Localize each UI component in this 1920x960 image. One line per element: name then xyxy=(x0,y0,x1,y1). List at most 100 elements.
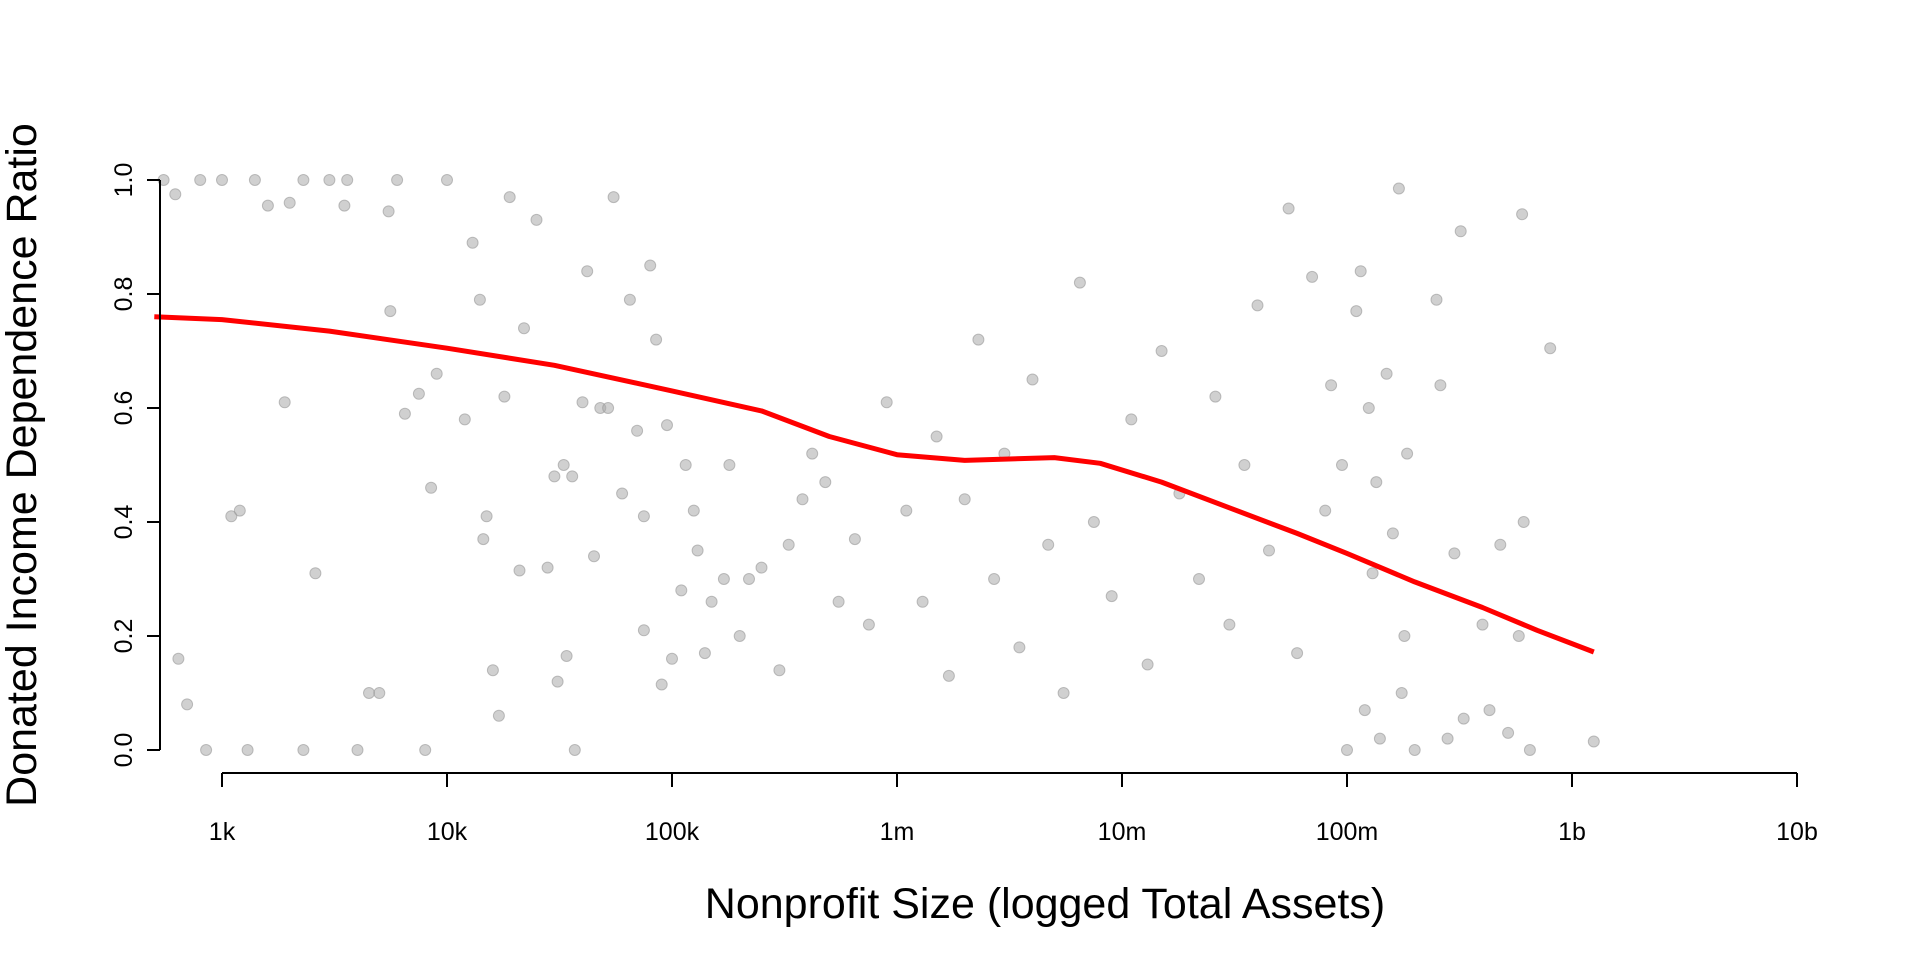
data-point xyxy=(1587,735,1600,748)
data-point xyxy=(916,595,929,608)
data-point xyxy=(1401,447,1414,460)
data-point xyxy=(1358,704,1371,717)
data-point xyxy=(323,174,336,186)
data-point xyxy=(412,387,425,400)
data-point xyxy=(1544,342,1557,355)
x-tick-label: 10b xyxy=(1776,818,1818,846)
data-point xyxy=(644,259,657,272)
data-point xyxy=(755,561,768,574)
data-point xyxy=(1516,208,1529,221)
data-point xyxy=(1223,618,1236,631)
data-point xyxy=(1013,641,1026,654)
data-point xyxy=(733,630,746,642)
data-point xyxy=(675,584,688,597)
data-point xyxy=(498,390,511,403)
data-point xyxy=(382,205,395,218)
data-point xyxy=(430,367,443,380)
data-point xyxy=(441,174,453,186)
x-tick-label: 10k xyxy=(427,818,468,846)
data-point xyxy=(398,407,411,420)
data-point xyxy=(1306,270,1319,283)
data-point xyxy=(581,265,594,278)
data-point xyxy=(1483,704,1496,717)
data-point xyxy=(425,481,438,494)
data-point xyxy=(1523,744,1536,756)
data-point xyxy=(1042,538,1055,551)
data-point xyxy=(391,174,404,186)
data-point xyxy=(717,573,730,585)
data-point xyxy=(782,538,795,551)
data-point xyxy=(1026,373,1039,386)
data-point xyxy=(518,322,530,335)
data-point xyxy=(637,624,650,637)
data-point xyxy=(1454,225,1467,238)
data-point xyxy=(650,333,663,346)
data-point xyxy=(492,709,505,722)
y-axis-title: Donated Income Dependence Ratio xyxy=(0,123,46,807)
data-point xyxy=(548,470,561,483)
data-point xyxy=(588,550,600,563)
data-point xyxy=(1251,299,1264,312)
data-point xyxy=(373,687,386,699)
data-point xyxy=(942,669,955,682)
trend-line xyxy=(154,314,1595,655)
data-point xyxy=(1336,459,1348,471)
data-point xyxy=(1105,590,1118,603)
data-point xyxy=(796,493,809,506)
data-point xyxy=(607,191,620,204)
x-axis-ticks: 1k 10k 100k 1m 10m 100m 1b 10b xyxy=(209,773,1818,846)
data-point xyxy=(1392,182,1405,195)
data-point xyxy=(297,744,310,756)
x-axis-title: Nonprofit Size (logged Total Assets) xyxy=(705,880,1385,928)
data-point xyxy=(723,459,736,471)
data-point xyxy=(1370,476,1383,489)
data-point xyxy=(1380,367,1393,380)
data-point xyxy=(705,595,718,608)
data-point xyxy=(1517,516,1530,528)
data-point xyxy=(848,533,861,546)
data-point xyxy=(616,487,629,500)
data-point xyxy=(341,174,354,186)
data-point xyxy=(530,213,543,226)
data-point xyxy=(363,687,375,699)
data-point xyxy=(972,333,985,346)
data-point xyxy=(560,650,573,662)
y-tick-label: 0.0 xyxy=(110,733,138,768)
data-point xyxy=(1373,732,1386,745)
data-point xyxy=(1087,516,1100,528)
data-point xyxy=(623,293,636,306)
data-point xyxy=(486,664,499,677)
data-point xyxy=(309,567,322,580)
data-point xyxy=(679,459,692,471)
data-point xyxy=(1319,504,1332,517)
data-point xyxy=(698,647,711,660)
data-point xyxy=(819,476,832,489)
data-point xyxy=(743,573,755,585)
data-point xyxy=(384,305,397,318)
x-tick-label: 1m xyxy=(880,818,915,846)
x-tick-label: 1k xyxy=(209,818,236,846)
data-point xyxy=(338,199,351,212)
data-point xyxy=(172,652,185,665)
data-point xyxy=(419,744,432,756)
data-point xyxy=(283,196,296,209)
data-point xyxy=(351,744,364,756)
data-point xyxy=(169,188,182,201)
data-point xyxy=(900,504,913,517)
data-point xyxy=(576,396,589,409)
data-point xyxy=(541,561,554,574)
data-point xyxy=(473,293,486,306)
data-point xyxy=(862,618,875,631)
data-point xyxy=(1354,265,1367,278)
data-point xyxy=(1141,658,1154,671)
data-point xyxy=(958,493,971,506)
x-tick-label: 10m xyxy=(1098,818,1147,846)
data-point xyxy=(1341,744,1353,756)
data-point xyxy=(832,595,845,608)
data-point xyxy=(666,652,678,665)
data-point xyxy=(466,236,479,249)
data-point xyxy=(297,174,310,186)
data-point xyxy=(477,533,490,546)
data-point xyxy=(1494,538,1507,551)
